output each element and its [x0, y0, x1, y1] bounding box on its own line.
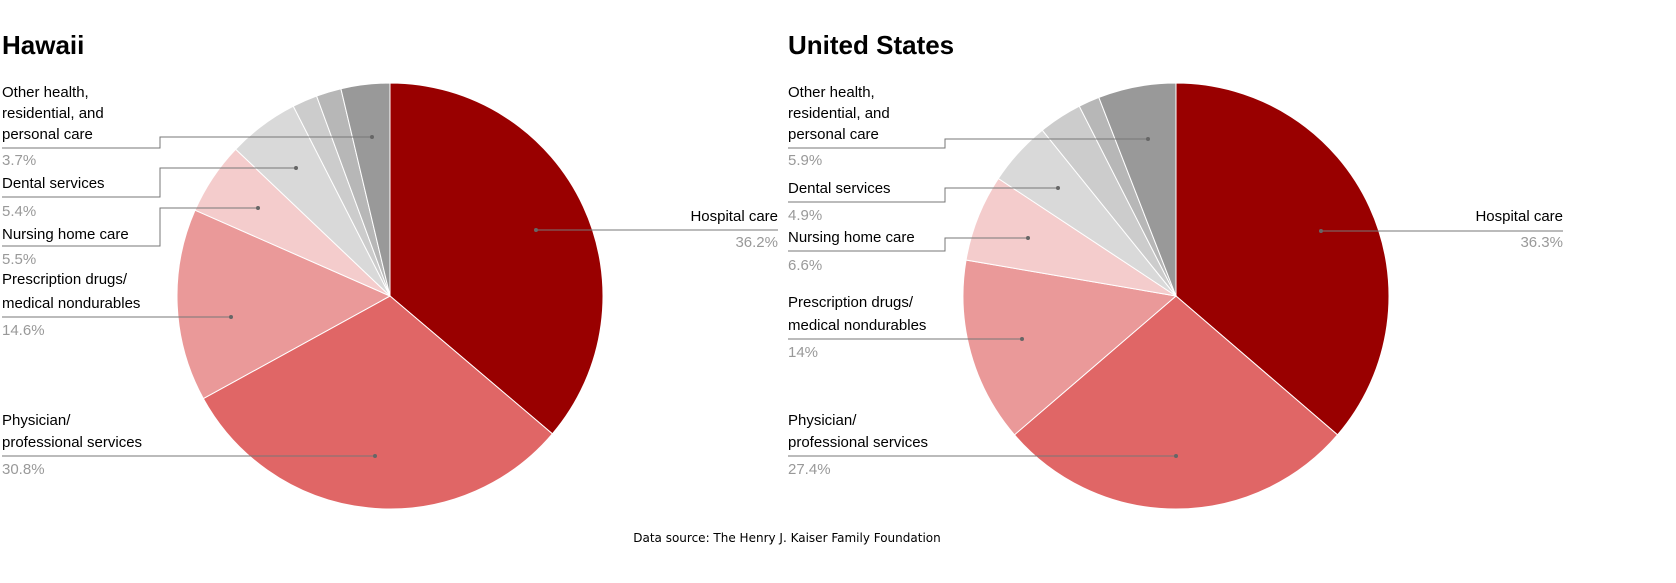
- leader-dot: [229, 315, 233, 319]
- leader-dot: [373, 454, 377, 458]
- leader-line: [2, 207, 258, 247]
- slice-label: medical nondurables: [788, 317, 926, 334]
- pie-1: United States Hospital care 36.3% Physician…: [788, 30, 1563, 510]
- slice-label: Hospital care: [690, 208, 778, 225]
- slice-value: 27.4%: [788, 461, 831, 478]
- pie-slice: [340, 82, 391, 297]
- leader-dot: [1146, 137, 1150, 141]
- leader-dot: [1020, 337, 1024, 341]
- slice-value: 30.8%: [2, 461, 45, 478]
- slice-label: Prescription drugs/: [2, 271, 128, 288]
- leader-line: [2, 167, 296, 198]
- slice-label: Dental services: [2, 175, 105, 192]
- slice-label: Nursing home care: [788, 229, 915, 246]
- pie-slice: [1098, 82, 1177, 297]
- slice-label: professional services: [2, 434, 142, 451]
- leader-dot: [1026, 236, 1030, 240]
- slice-value: 14%: [788, 344, 818, 361]
- leader-dot: [1056, 186, 1060, 190]
- slice-label: Hospital care: [1475, 208, 1563, 225]
- slice-value: 6.6%: [788, 257, 822, 274]
- slice-label: Dental services: [788, 180, 891, 197]
- leader-line: [788, 187, 1058, 203]
- slice-value: 5.5%: [2, 251, 36, 268]
- slice-label: Nursing home care: [2, 226, 129, 243]
- slice-value: 3.7%: [2, 152, 36, 169]
- leader-dot: [256, 206, 260, 210]
- pie-slice: [1175, 82, 1390, 436]
- slice-value: 5.4%: [2, 203, 36, 220]
- leader-line: [788, 138, 1148, 149]
- slice-label: personal care: [2, 126, 93, 143]
- pie-0: Hawaii Hospital care 36.2% Physician/profes…: [2, 30, 778, 510]
- slice-label: personal care: [788, 126, 879, 143]
- slice-label: professional services: [788, 434, 928, 451]
- pie-slice: [389, 82, 604, 435]
- leader-line: [2, 136, 372, 149]
- slice-label: medical nondurables: [2, 295, 140, 312]
- slice-label: Other health,: [788, 84, 875, 101]
- leader-dot: [534, 228, 538, 232]
- slice-value: 5.9%: [788, 152, 822, 169]
- slice-label: Physician/: [788, 412, 857, 429]
- slice-label: Prescription drugs/: [788, 294, 914, 311]
- slice-label: residential, and: [788, 105, 890, 122]
- leader-dot: [294, 166, 298, 170]
- leader-dot: [370, 135, 374, 139]
- leader-dot: [1174, 454, 1178, 458]
- slice-label: Physician/: [2, 412, 71, 429]
- pie-slice: [176, 209, 392, 400]
- slice-value: 36.3%: [1520, 234, 1563, 251]
- chart-title: Hawaii: [2, 30, 84, 60]
- slice-value: 36.2%: [735, 234, 778, 251]
- data-source-note: Data source: The Henry J. Kaiser Family …: [633, 531, 940, 545]
- chart-title: United States: [788, 30, 954, 60]
- leader-line: [788, 237, 1028, 252]
- pie-slice: [962, 259, 1178, 436]
- slice-label: residential, and: [2, 105, 104, 122]
- slice-value: 14.6%: [2, 322, 45, 339]
- slice-value: 4.9%: [788, 207, 822, 224]
- slice-label: Other health,: [2, 84, 89, 101]
- leader-dot: [1319, 229, 1323, 233]
